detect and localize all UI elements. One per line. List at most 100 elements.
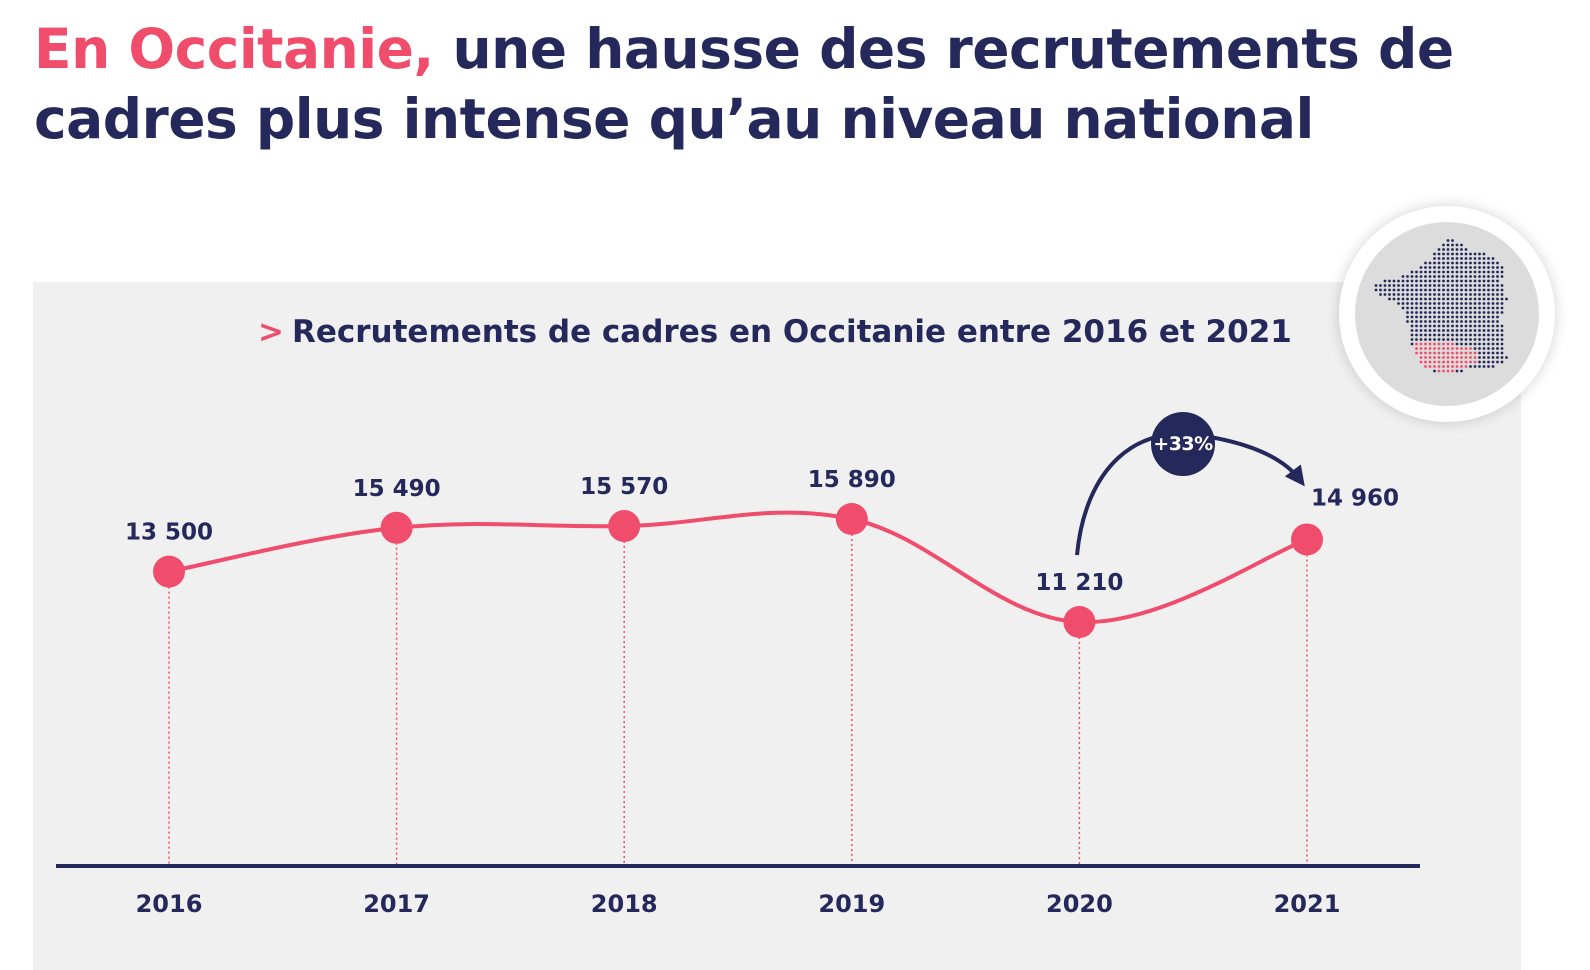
map-dot — [1424, 320, 1427, 323]
map-dot — [1455, 293, 1459, 296]
map-dot — [1482, 365, 1486, 368]
map-dot — [1451, 338, 1454, 341]
map-dot — [1442, 306, 1445, 310]
map-dot — [1491, 284, 1495, 287]
map-dot — [1487, 347, 1490, 350]
map-dot — [1451, 270, 1454, 274]
map-dot — [1496, 356, 1499, 359]
map-dot — [1428, 320, 1432, 323]
map-dot — [1433, 266, 1436, 269]
map-dot — [1487, 315, 1490, 319]
map-dot — [1428, 288, 1432, 292]
map-dot — [1473, 333, 1477, 337]
page-headline: En Occitanie, une hausse des recrutement… — [34, 14, 1534, 154]
map-dot — [1496, 311, 1499, 314]
map-dot — [1419, 333, 1423, 337]
map-dot — [1433, 329, 1436, 332]
map-dot — [1460, 293, 1463, 296]
map-dot — [1374, 284, 1378, 287]
map-dot — [1415, 293, 1418, 296]
map-dot — [1428, 297, 1432, 301]
map-dot — [1455, 297, 1459, 301]
map-dot — [1446, 311, 1450, 314]
map-dot — [1487, 297, 1490, 301]
x-tick-label: 2018 — [591, 890, 658, 918]
map-dot — [1379, 293, 1382, 296]
map-dot — [1500, 347, 1504, 350]
map-dot — [1464, 302, 1468, 305]
map-dot — [1496, 315, 1499, 319]
occitanie-dot — [1424, 360, 1427, 364]
map-dot — [1410, 320, 1414, 323]
map-dot — [1473, 275, 1477, 278]
map-dot — [1460, 333, 1463, 337]
map-dot — [1464, 275, 1468, 278]
map-dot — [1442, 315, 1445, 319]
map-dot — [1446, 297, 1450, 301]
map-dot — [1487, 306, 1490, 310]
occitanie-dot — [1442, 365, 1445, 368]
occitanie-dot — [1424, 356, 1427, 359]
map-dot — [1473, 324, 1477, 328]
map-dot — [1433, 275, 1436, 278]
map-dot — [1451, 315, 1454, 319]
map-dot — [1491, 315, 1495, 319]
map-dot — [1473, 266, 1477, 269]
growth-badge: +33% — [1151, 412, 1215, 476]
map-dot — [1437, 284, 1441, 287]
occitanie-dot — [1473, 356, 1477, 359]
map-dot — [1487, 275, 1490, 278]
map-dot — [1496, 360, 1499, 364]
map-dot — [1473, 257, 1477, 260]
map-dot — [1455, 275, 1459, 278]
map-dot — [1442, 252, 1445, 256]
map-dot — [1478, 356, 1481, 359]
map-dot — [1469, 293, 1472, 296]
map-dot — [1500, 284, 1504, 287]
map-dot — [1464, 284, 1468, 287]
map-dot — [1397, 297, 1400, 301]
map-dot — [1374, 288, 1378, 292]
map-dot — [1469, 333, 1472, 337]
map-dot — [1433, 261, 1436, 265]
map-dot — [1451, 306, 1454, 310]
map-dot — [1496, 342, 1499, 346]
data-point — [1063, 606, 1096, 638]
map-dot — [1424, 311, 1427, 314]
occitanie-dot — [1424, 351, 1427, 355]
occitanie-dot — [1464, 365, 1468, 368]
map-dot — [1437, 306, 1441, 310]
occitanie-dot — [1433, 351, 1436, 355]
map-dot — [1460, 275, 1463, 278]
occitanie-dot — [1451, 351, 1454, 355]
map-dot — [1478, 324, 1481, 328]
map-dot — [1473, 288, 1477, 292]
map-dot — [1500, 293, 1504, 296]
map-dot — [1487, 279, 1490, 283]
map-dot — [1424, 270, 1427, 274]
map-dot — [1469, 365, 1472, 368]
map-dot — [1428, 261, 1432, 265]
map-dot — [1383, 279, 1387, 283]
map-dot — [1482, 342, 1486, 346]
map-dot — [1464, 293, 1468, 296]
map-dot — [1451, 248, 1454, 251]
map-dot — [1491, 333, 1495, 337]
map-dot — [1469, 311, 1472, 314]
map-dot — [1419, 311, 1423, 314]
map-dot — [1464, 338, 1468, 341]
map-dot — [1406, 320, 1409, 323]
map-dot — [1397, 302, 1400, 305]
occitanie-dot — [1415, 351, 1418, 355]
map-dot — [1482, 284, 1486, 287]
map-dot — [1388, 297, 1391, 301]
map-dot — [1487, 311, 1490, 314]
map-dot — [1424, 261, 1427, 265]
map-dot — [1469, 288, 1472, 292]
map-dot — [1437, 270, 1441, 274]
map-dot — [1446, 333, 1450, 337]
map-dot — [1473, 261, 1477, 265]
map-dot — [1442, 320, 1445, 323]
map-dot — [1500, 351, 1504, 355]
